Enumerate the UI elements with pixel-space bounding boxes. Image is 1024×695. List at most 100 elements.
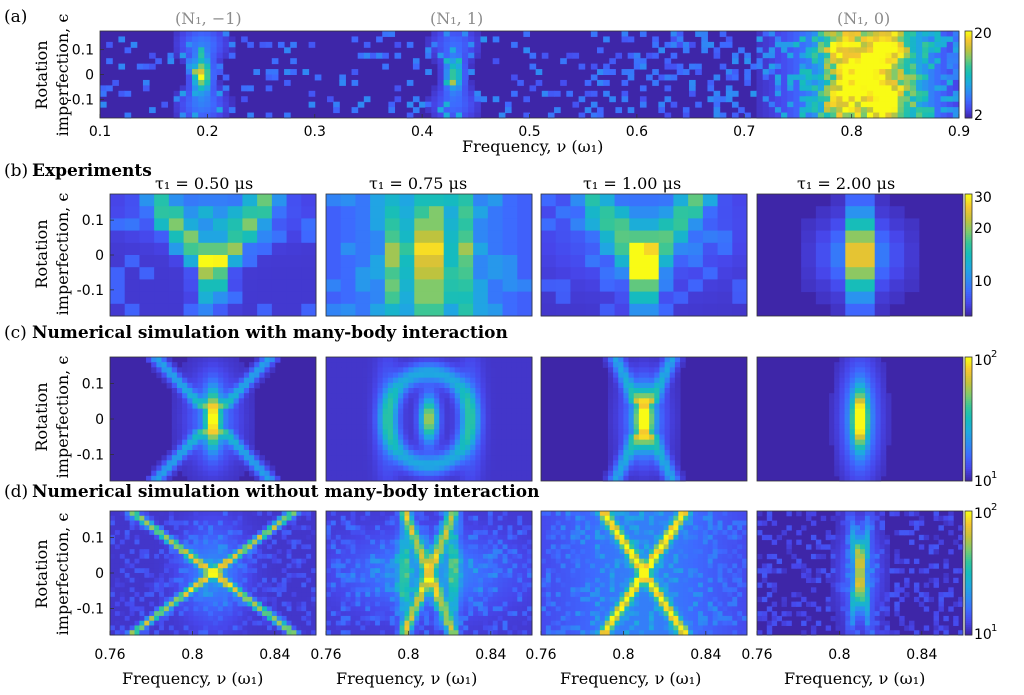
heatmap-c-2-cell [459, 388, 466, 394]
heatmap-a-cell [854, 112, 862, 119]
heatmap-c-2-cell [444, 460, 451, 466]
heatmap-d-1-cell [262, 601, 268, 607]
heatmap-a-cell [762, 63, 770, 70]
heatmap-c-4-cell [875, 465, 882, 472]
heatmap-d-1-cell [203, 525, 209, 531]
heatmap-d-2-cell [522, 534, 528, 541]
heatmap-b-2-cell [384, 218, 401, 232]
heatmap-b-1-cell [301, 255, 317, 268]
heatmap-d-2-cell [482, 515, 489, 522]
heatmap-c-2-cell [434, 362, 440, 368]
heatmap-c-4-cell [880, 362, 887, 368]
heatmap-d-1-cell [286, 596, 292, 603]
heatmap-c-2-cell [495, 388, 502, 394]
heatmap-d-1-cell [110, 596, 116, 603]
heatmap-d-1-cell [301, 549, 307, 555]
heatmap-d-1-cell [262, 596, 268, 603]
heatmap-b-1-cell [154, 279, 170, 293]
heatmap-a-cell [185, 112, 193, 119]
heatmap-a-cell [916, 58, 923, 65]
heatmap-a-cell [866, 69, 874, 75]
heatmap-d-1-cell [242, 601, 248, 607]
heatmap-a-cell [290, 58, 297, 65]
heatmap-c-3-cell [628, 419, 635, 425]
heatmap-a-cell [756, 96, 764, 103]
heatmap-a-cell [885, 47, 893, 54]
heatmap-c-2-cell [377, 424, 384, 430]
heatmap-c-1-cell [182, 434, 188, 441]
heatmap-c-3-cell [674, 470, 681, 477]
heatmap-d-2-cell [370, 520, 376, 526]
heatmap-b-2-cell [384, 303, 401, 317]
heatmap-a-cell [222, 74, 230, 81]
heatmap-b-3-cell [732, 230, 748, 244]
heatmap-c-2-cell [413, 475, 420, 482]
heatmap-a-cell [879, 79, 886, 86]
heatmap-d-1-cell [124, 539, 131, 545]
heatmap-c-1-cell [202, 455, 209, 461]
heatmap-d-2-cell [345, 515, 352, 522]
heatmap-c-2-cell [351, 434, 358, 441]
heatmap-c-3-cell [664, 470, 671, 477]
heatmap-c-2-cell [367, 475, 373, 482]
heatmap-c-2-cell [413, 460, 420, 466]
heatmap-d-2-cell [355, 511, 361, 517]
heatmap-c-2-cell [377, 460, 384, 466]
heatmap-b-3-cell [688, 279, 704, 293]
heatmap-c-2-cell [362, 362, 368, 368]
heatmap-c-2-cell [336, 424, 342, 430]
heatmap-d-1-cell [173, 620, 180, 626]
heatmap-d-1-cell [286, 630, 292, 636]
heatmap-d-1-cell [271, 587, 278, 593]
heatmap-a-cell [946, 31, 954, 37]
heatmap-a-cell [431, 85, 438, 92]
heatmap-a-cell [271, 58, 279, 65]
heatmap-a-cell [173, 101, 181, 108]
heatmap-c-1-cell [213, 434, 219, 441]
heatmap-d-1-cell [208, 525, 214, 531]
heatmap-b-1-cell [139, 267, 155, 280]
heatmap-a-cell [750, 63, 758, 70]
heatmap-a-cell [210, 69, 218, 75]
heatmap-c-4-cell [880, 444, 887, 451]
heatmap-c-4-cell [860, 372, 866, 379]
heatmap-a-cell [940, 79, 948, 86]
heatmap-a-cell [768, 69, 776, 75]
heatmap-d-1-cell [178, 615, 185, 622]
heatmap-b-4-cell [860, 303, 876, 317]
heatmap-c-1-cell [269, 362, 276, 368]
heatmap-a-cell [824, 58, 831, 65]
heatmap-c-2-cell [423, 424, 430, 430]
heatmap-d-1-cell [242, 563, 248, 569]
heatmap-d-1-cell [291, 620, 297, 626]
heatmap-b-3-cell [644, 303, 660, 317]
heatmap-d-1-cell [163, 511, 170, 517]
heatmap-d-1-cell [306, 558, 312, 564]
heatmap-a-cell [676, 31, 684, 37]
heatmap-b-3-cell [599, 194, 616, 207]
heatmap-c-3-cell [654, 475, 660, 482]
heatmap-a-cell [228, 36, 236, 43]
heatmap-c-2-cell [459, 455, 466, 461]
heatmap-c-2-cell [475, 424, 481, 430]
heatmap-c-2-cell [470, 419, 476, 425]
heatmap-a-cell [768, 36, 776, 43]
heatmap-d-1-cell [286, 534, 292, 541]
heatmap-c-1-cell [259, 475, 265, 482]
heatmap-b-4-cell [889, 230, 905, 244]
heatmap-d-1-cell [119, 544, 126, 550]
heatmap-a-cell [455, 52, 463, 59]
heatmap-c-2-cell [444, 444, 451, 451]
heatmap-a-cell [185, 90, 193, 97]
heatmap-d-1-cell [222, 544, 229, 550]
heatmap-b-3-cell [614, 206, 630, 219]
heatmap-c-1-cell [218, 460, 224, 466]
heatmap-a-cell [167, 58, 175, 65]
heatmap-d-2-cell [365, 520, 371, 526]
heatmap-d-1-cell [237, 515, 243, 522]
heatmap-d-1-cell [296, 549, 302, 555]
heatmap-a-cell [695, 63, 702, 70]
heatmap-d-1-cell [163, 534, 170, 541]
heatmap-c-2-cell [454, 419, 461, 425]
heatmap-b-1-cell [242, 194, 258, 207]
